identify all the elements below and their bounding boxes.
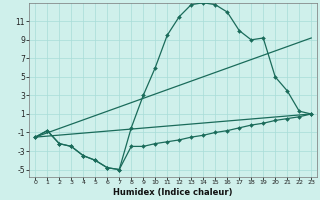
X-axis label: Humidex (Indice chaleur): Humidex (Indice chaleur) — [114, 188, 233, 197]
